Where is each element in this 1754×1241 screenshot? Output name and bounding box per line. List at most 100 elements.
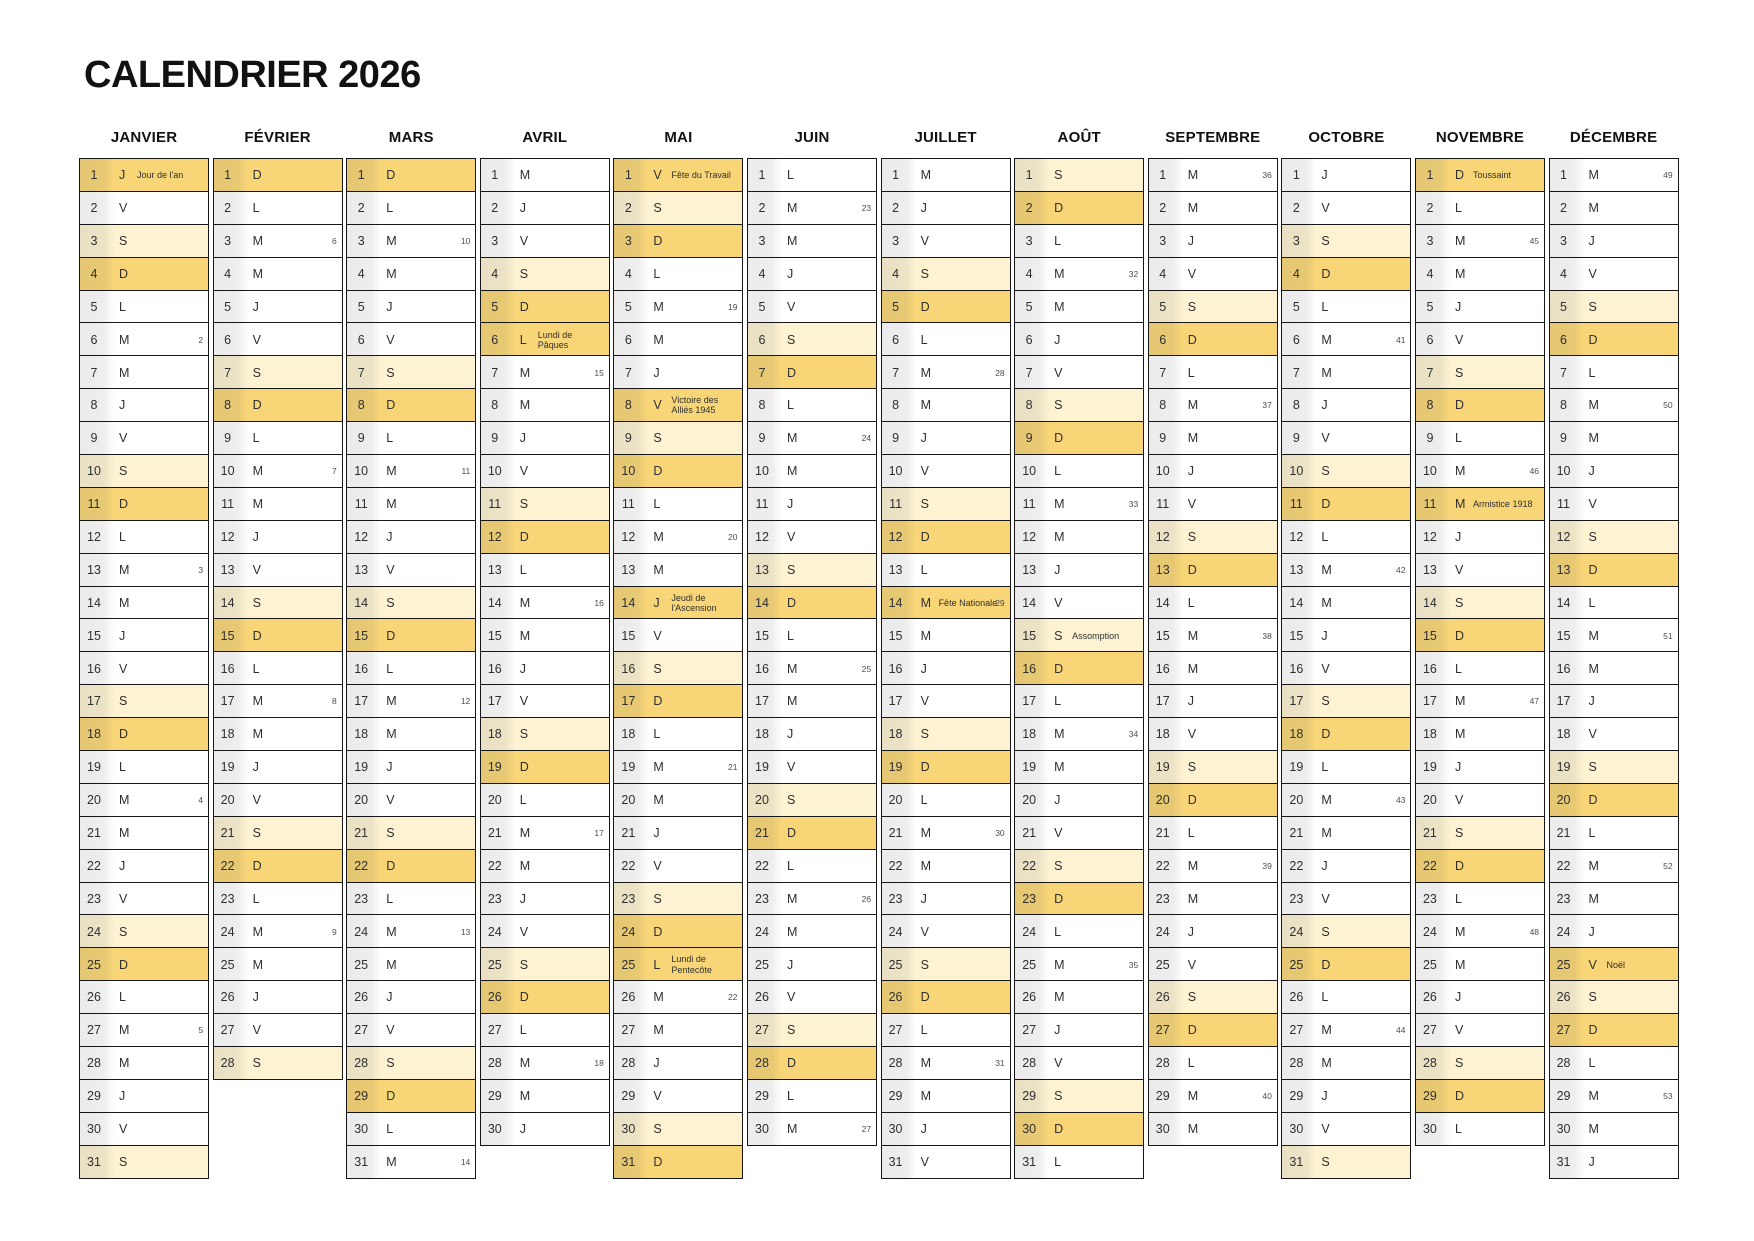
day-letter: D bbox=[519, 760, 529, 775]
day-letter: V bbox=[119, 1122, 128, 1137]
day-number: 16 bbox=[354, 661, 369, 676]
day-number: 2 bbox=[357, 201, 365, 216]
day-number: 26 bbox=[1556, 990, 1571, 1005]
day-letter: S bbox=[1054, 858, 1063, 873]
day-letter: L bbox=[1187, 365, 1195, 380]
day-number: 13 bbox=[87, 562, 101, 577]
week-number: 41 bbox=[1395, 334, 1406, 345]
day-number: 8 bbox=[758, 398, 766, 413]
day-letter: V bbox=[920, 1154, 929, 1169]
day-cell: 27 S bbox=[746, 1013, 878, 1048]
month-column-octobre: OCTOBRE 1 J 2 V 3 S 4 D 5 L 6 M 41 7 M 8 J 9 V 10 S 11 D 12 L 13 M 4… bbox=[1281, 116, 1412, 1180]
day-number: 27 bbox=[1556, 1023, 1571, 1038]
day-letter: S bbox=[1454, 595, 1464, 610]
day-letter: V bbox=[1321, 661, 1330, 676]
day-cell: 10 V bbox=[880, 454, 1011, 489]
day-cell: 21 L bbox=[1548, 815, 1679, 851]
day-number: 12 bbox=[755, 529, 769, 544]
day-cell: 11 S bbox=[479, 486, 610, 522]
day-letter: J bbox=[920, 201, 927, 216]
day-cell: 26 L bbox=[1281, 980, 1412, 1015]
day-cell: 20 V bbox=[212, 782, 343, 818]
day-letter: V bbox=[1187, 266, 1197, 281]
day-letter: D bbox=[1054, 661, 1064, 676]
day-number: 17 bbox=[1155, 694, 1170, 709]
day-number: 28 bbox=[1556, 1056, 1571, 1071]
day-letter: L bbox=[519, 562, 527, 577]
day-number: 31 bbox=[621, 1154, 636, 1169]
day-number: 8 bbox=[491, 398, 499, 413]
day-cell: 29 L bbox=[746, 1078, 878, 1114]
day-letter: V bbox=[653, 1089, 662, 1104]
day-letter: D bbox=[519, 529, 529, 544]
day-letter: V bbox=[119, 661, 128, 676]
day-letter: S bbox=[119, 233, 128, 248]
day-number: 15 bbox=[87, 628, 101, 643]
month-header: JUILLET bbox=[914, 128, 977, 146]
day-number: 7 bbox=[1426, 365, 1434, 380]
day-number: 5 bbox=[90, 299, 98, 314]
day-number: 30 bbox=[621, 1122, 636, 1137]
day-cell: 24 S bbox=[79, 914, 210, 949]
day-letter: S bbox=[653, 1122, 662, 1137]
day-cell: 29 D bbox=[1414, 1078, 1546, 1114]
day-number: 21 bbox=[621, 826, 636, 840]
day-letter: V bbox=[119, 201, 128, 216]
day-cell: 22 D bbox=[212, 848, 343, 884]
day-number: 10 bbox=[621, 464, 636, 479]
week-number: 31 bbox=[995, 1058, 1005, 1069]
week-number: 25 bbox=[861, 663, 872, 674]
day-letter: J bbox=[786, 497, 794, 512]
day-number: 15 bbox=[1289, 628, 1304, 643]
day-number: 11 bbox=[488, 497, 502, 512]
day-number: 10 bbox=[888, 464, 903, 479]
day-cell: 3 M 6 bbox=[212, 223, 343, 259]
day-cell: 24 V bbox=[880, 914, 1011, 949]
day-cell: 27 M 5 bbox=[79, 1013, 210, 1048]
week-number: 7 bbox=[331, 466, 337, 477]
month-header: DÉCEMBRE bbox=[1569, 128, 1658, 146]
day-letter: J bbox=[1588, 464, 1595, 479]
day-cell: 24 J bbox=[1147, 914, 1278, 949]
day-cell: 21 M 17 bbox=[479, 815, 610, 851]
day-number: 13 bbox=[1289, 562, 1304, 577]
day-cell: 28 V bbox=[1014, 1046, 1145, 1081]
day-number: 1 bbox=[1426, 168, 1434, 183]
week-number: 5 bbox=[198, 1025, 204, 1036]
day-cell: 12 D bbox=[880, 519, 1011, 555]
day-cell: 17 J bbox=[1147, 684, 1278, 719]
day-cell: 14 M bbox=[1281, 585, 1412, 620]
day-letter: M bbox=[1454, 497, 1466, 512]
month-column-septembre: SEPTEMBRE 1 M 36 2 M 3 J 4 V 5 S 6 D 7 L 8 M 37 9 M 10 J 11 V 12 S… bbox=[1147, 116, 1278, 1179]
day-letter: M bbox=[920, 858, 931, 873]
day-number: 30 bbox=[87, 1122, 101, 1137]
day-letter: V bbox=[519, 694, 529, 709]
day-number: 29 bbox=[354, 1089, 369, 1104]
day-number: 6 bbox=[1292, 332, 1300, 347]
day-number: 13 bbox=[621, 562, 636, 577]
day-cell: 30 L bbox=[346, 1111, 477, 1147]
day-cell: 17 V bbox=[880, 684, 1011, 719]
day-letter: J bbox=[252, 760, 259, 775]
day-cell: 24 D bbox=[613, 914, 744, 949]
day-cell: 13 L bbox=[880, 552, 1011, 588]
week-number: 39 bbox=[1262, 860, 1272, 871]
week-number: 8 bbox=[331, 696, 337, 707]
day-letter: D bbox=[1321, 497, 1331, 512]
day-cell: 17 M bbox=[746, 684, 878, 719]
day-letter: S bbox=[252, 365, 261, 380]
day-cell: 18 M 34 bbox=[1014, 717, 1145, 752]
day-number: 17 bbox=[1022, 694, 1037, 709]
day-cell: 24 J bbox=[1548, 914, 1679, 949]
day-cell: 25 D bbox=[79, 947, 210, 982]
day-number: 17 bbox=[1289, 694, 1304, 709]
day-number: 13 bbox=[1556, 562, 1571, 577]
day-number: 25 bbox=[1289, 957, 1304, 972]
day-number: 10 bbox=[1289, 464, 1304, 479]
